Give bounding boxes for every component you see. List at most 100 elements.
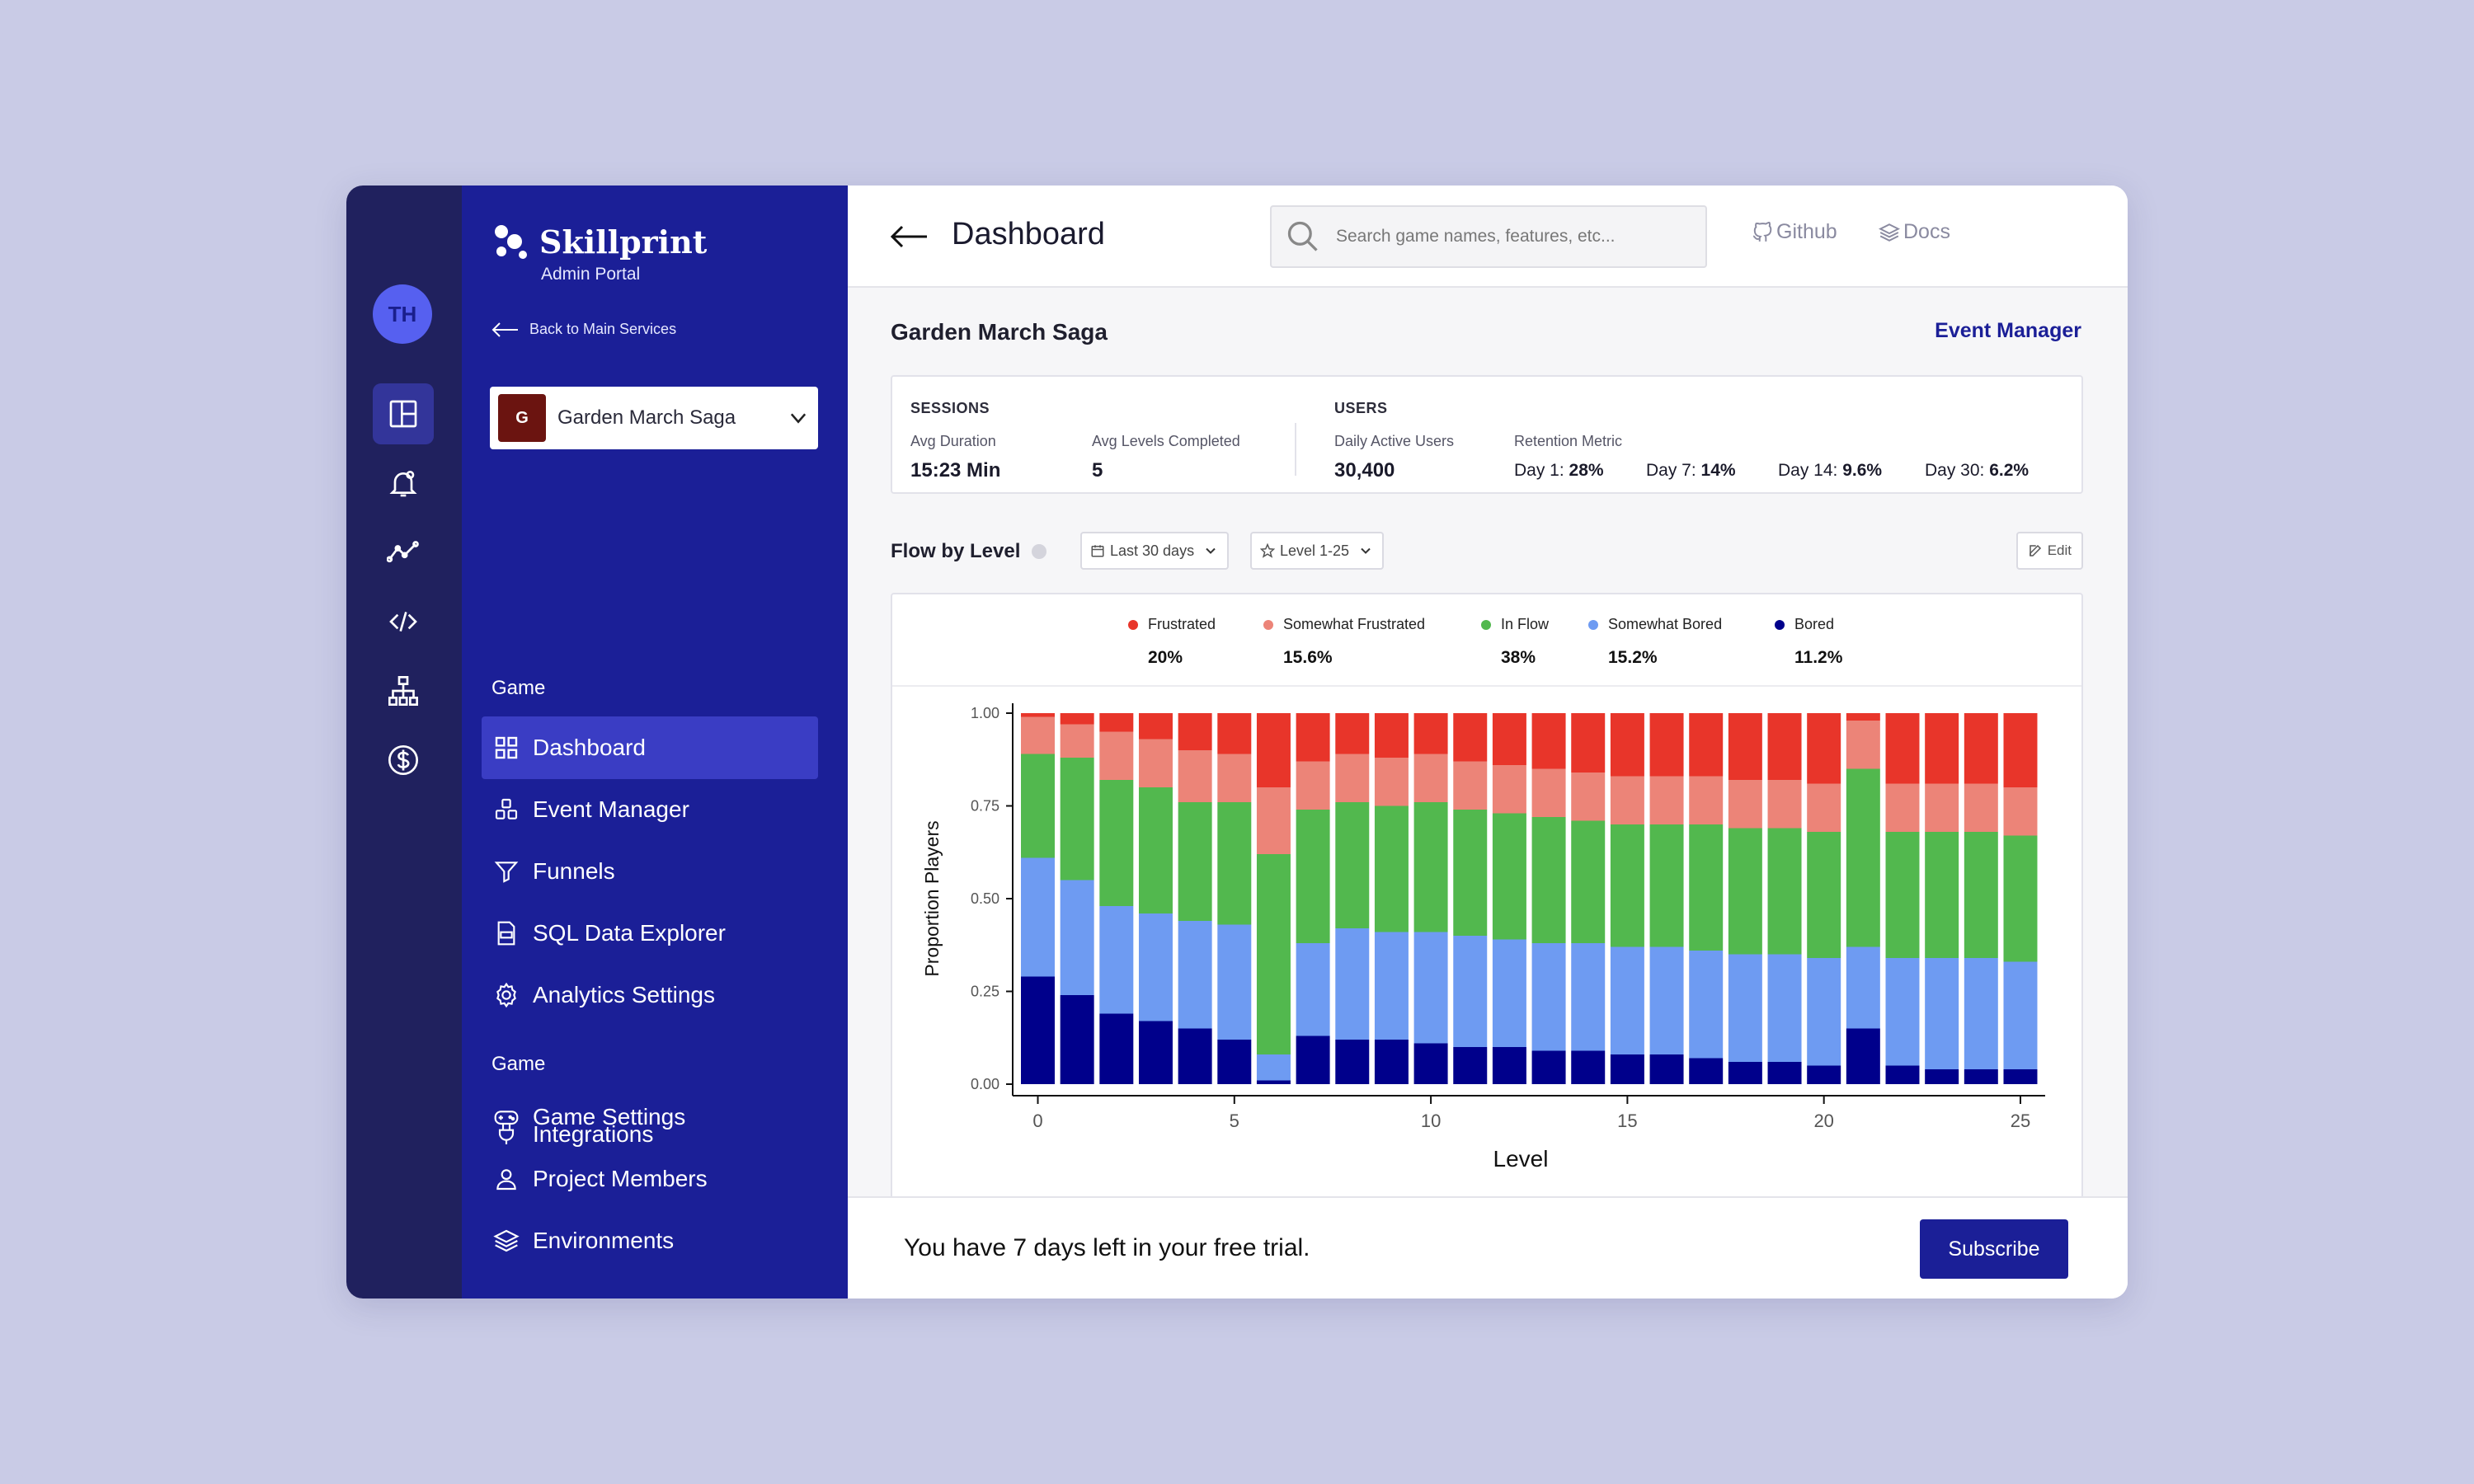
docs-link[interactable]: Docs <box>1879 220 1950 244</box>
sidebar-item-event-manager[interactable]: Event Manager <box>482 778 818 841</box>
avg-duration-label: Avg Duration <box>910 433 996 449</box>
date-range-filter[interactable]: Last 30 days <box>1080 532 1230 570</box>
flow-by-level-title: Flow by Level <box>891 540 1047 563</box>
legend-dot <box>1481 619 1491 630</box>
info-icon[interactable] <box>1032 544 1047 559</box>
section-label-game-2: Game <box>492 1053 546 1075</box>
bar-segment <box>1649 776 1684 824</box>
x-tick-label: 5 <box>1230 1111 1239 1131</box>
sidebar-item-integrations[interactable]: Integrations <box>482 1103 818 1166</box>
bar-segment <box>1492 765 1526 814</box>
sidebar-item-analytics-settings[interactable]: Analytics Settings <box>482 964 818 1026</box>
bar-segment <box>1964 832 1998 958</box>
bar-segment <box>1649 1054 1684 1084</box>
search-box[interactable] <box>1270 205 1707 268</box>
retention-day14-label: Day 14: <box>1778 461 1838 480</box>
bar-segment <box>1846 946 1880 1029</box>
sql-file-icon <box>497 921 515 946</box>
bar-segment <box>1217 754 1252 802</box>
game-selector[interactable]: G Garden March Saga <box>490 387 818 449</box>
bar-segment <box>1021 713 1055 717</box>
bar-segment <box>1925 958 1959 1069</box>
rail-hierarchy-button[interactable] <box>373 660 434 721</box>
layers-icon <box>493 1229 520 1252</box>
brand-logo[interactable]: Skillprint <box>492 222 707 261</box>
game-thumbnail: G <box>498 394 546 442</box>
gear-icon <box>496 982 516 1008</box>
legend-percent: 15.2% <box>1608 648 1658 667</box>
bar-segment <box>1531 713 1566 769</box>
search-input[interactable] <box>1336 227 1682 247</box>
bar-segment <box>1885 713 1920 784</box>
brand-subtitle: Admin Portal <box>541 265 641 284</box>
bar-segment <box>1256 1054 1291 1081</box>
avatar[interactable]: TH <box>373 284 432 344</box>
bar-segment <box>1571 820 1606 943</box>
bar-segment <box>1964 1069 1998 1084</box>
rail-dashboard-button[interactable] <box>373 383 434 444</box>
sidebar-item-project-members[interactable]: Project Members <box>482 1148 818 1210</box>
sidebar-item-environments[interactable]: Environments <box>482 1209 818 1272</box>
edit-button[interactable]: Edit <box>2015 532 2083 570</box>
bar-segment <box>1374 932 1409 1040</box>
legend-item-in-flow[interactable]: In Flow 38% <box>1481 616 1549 668</box>
bar-segment <box>1021 976 1055 1084</box>
bar-segment <box>1767 713 1802 780</box>
bar-segment <box>1178 713 1212 750</box>
bar-segment <box>1099 906 1134 1014</box>
back-arrow-icon[interactable] <box>889 222 929 251</box>
bar-segment <box>1885 958 1920 1066</box>
bar-segment <box>2003 1069 2038 1084</box>
level-range-filter[interactable]: Level 1-25 <box>1250 532 1385 570</box>
back-to-main-services-link[interactable]: Back to Main Services <box>492 321 676 338</box>
bar-segment <box>1217 1040 1252 1084</box>
bar-segment <box>1689 776 1724 824</box>
chevron-down-icon <box>1361 547 1371 554</box>
legend-item-somewhat-bored[interactable]: Somewhat Bored 15.2% <box>1588 616 1722 668</box>
x-tick-label: 15 <box>1617 1111 1637 1131</box>
sidebar-item-dashboard[interactable]: Dashboard <box>482 716 818 779</box>
rail-analytics-button[interactable] <box>373 522 434 583</box>
bar-segment <box>1335 713 1370 754</box>
sidebar-item-game-settings[interactable]: Game Settings <box>482 1086 818 1148</box>
bar-segment <box>1767 780 1802 829</box>
gamepad-icon <box>494 1111 519 1125</box>
sessions-header: SESSIONS <box>910 400 990 416</box>
bar-segment <box>1728 713 1762 780</box>
x-tick-label: 25 <box>2011 1111 2030 1131</box>
sidebar-item-funnels[interactable]: Funnels <box>482 840 818 903</box>
legend-item-somewhat-frustrated[interactable]: Somewhat Frustrated 15.6% <box>1263 616 1425 668</box>
bar-segment <box>1178 1028 1212 1084</box>
section-label-game: Game <box>492 677 546 699</box>
rail-code-button[interactable] <box>373 591 434 652</box>
avg-levels-value: 5 <box>1092 459 1103 481</box>
rail-billing-button[interactable] <box>373 730 434 791</box>
funnel-icon <box>494 862 519 883</box>
bar-segment <box>1413 1043 1448 1084</box>
bar-segment <box>1335 1040 1370 1084</box>
bar-segment <box>1689 951 1724 1059</box>
bar-segment <box>1925 783 1959 832</box>
trial-message: You have 7 days left in your free trial. <box>904 1234 1310 1261</box>
legend-dot <box>1263 619 1273 630</box>
dau-label: Daily Active Users <box>1334 433 1455 449</box>
legend-item-frustrated[interactable]: Frustrated 20% <box>1128 616 1216 668</box>
bar-segment <box>1925 713 1959 784</box>
rail-notifications-button[interactable] <box>373 453 434 514</box>
edit-label: Edit <box>2047 542 2072 558</box>
github-link[interactable]: Github <box>1752 220 1837 244</box>
event-manager-link[interactable]: Event Manager <box>1935 319 2081 342</box>
sidebar: Skillprint Admin Portal Back to Main Ser… <box>462 186 848 1298</box>
bar-segment <box>1610 776 1644 824</box>
legend-item-bored[interactable]: Bored 11.2% <box>1775 616 1842 668</box>
subscribe-button[interactable]: Subscribe <box>1920 1219 2068 1279</box>
sidebar-item-sql-data-explorer[interactable]: SQL Data Explorer <box>482 902 818 965</box>
top-bar: Dashboard Github Docs <box>848 186 2128 288</box>
bar-segment <box>1728 828 1762 955</box>
users-header: USERS <box>1334 400 1388 416</box>
bar-segment <box>1492 939 1526 1047</box>
bar-segment <box>1610 824 1644 947</box>
date-filter-value: Last 30 days <box>1110 542 1195 559</box>
icon-rail: TH <box>346 186 462 1298</box>
bar-segment <box>1021 857 1055 977</box>
